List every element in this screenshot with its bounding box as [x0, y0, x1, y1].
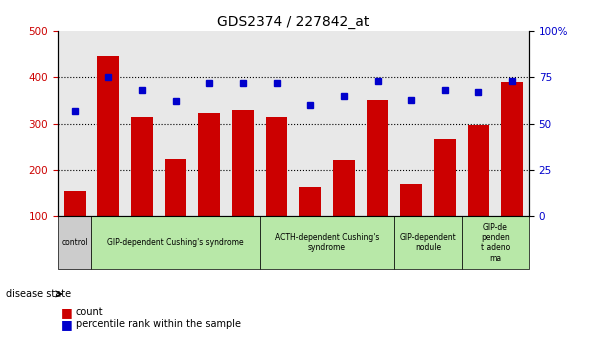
Bar	[260, 216, 395, 269]
Bar	[395, 216, 461, 269]
Text: percentile rank within the sample: percentile rank within the sample	[76, 319, 241, 329]
Bar	[299, 187, 321, 216]
Text: count: count	[76, 307, 103, 317]
Text: control: control	[61, 238, 88, 247]
Title: GDS2374 / 227842_at: GDS2374 / 227842_at	[217, 14, 370, 29]
Text: ACTH-dependent Cushing's
syndrome: ACTH-dependent Cushing's syndrome	[275, 233, 379, 252]
Text: disease state: disease state	[6, 289, 71, 299]
Bar	[333, 160, 355, 216]
Bar	[165, 159, 187, 216]
Bar	[468, 126, 489, 216]
Text: ■: ■	[61, 306, 72, 319]
Text: ■: ■	[61, 318, 72, 331]
Text: GIP-dependent
nodule: GIP-dependent nodule	[399, 233, 457, 252]
Bar	[58, 216, 91, 269]
Bar	[367, 100, 389, 216]
Bar	[131, 117, 153, 216]
Text: GIP-dependent Cushing's syndrome: GIP-dependent Cushing's syndrome	[107, 238, 244, 247]
Bar	[434, 139, 456, 216]
Bar	[232, 110, 254, 216]
Bar	[91, 216, 260, 269]
Bar	[400, 184, 422, 216]
Text: GIP-de
penden
t adeno
ma: GIP-de penden t adeno ma	[481, 223, 510, 263]
Bar	[501, 82, 523, 216]
Bar	[461, 216, 529, 269]
Bar	[97, 56, 119, 216]
Bar	[266, 117, 288, 216]
Bar	[64, 191, 86, 216]
Bar	[198, 113, 220, 216]
